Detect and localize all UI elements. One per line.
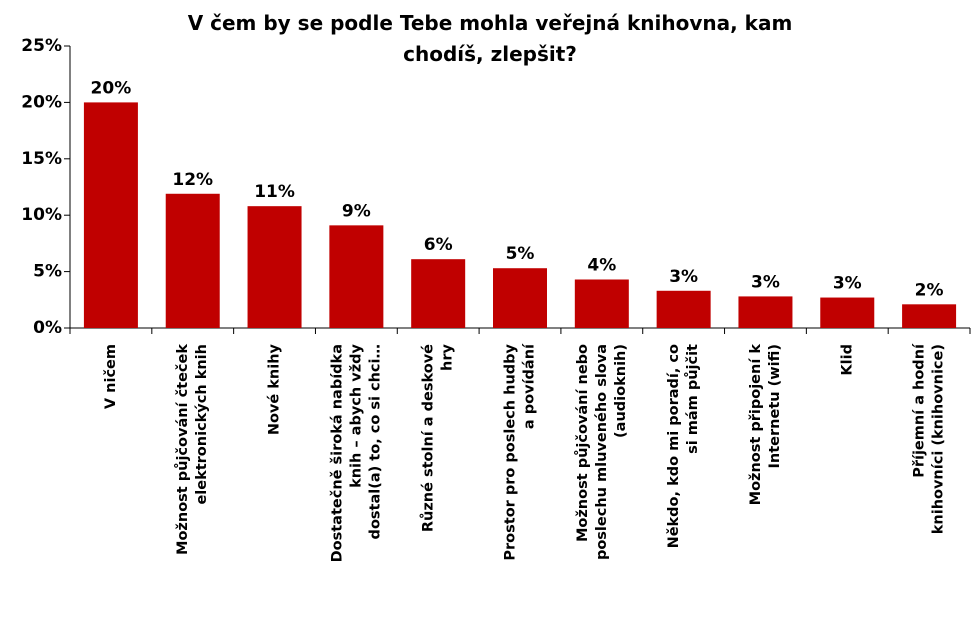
y-tick-label: 25% [21,36,62,56]
value-label: 3% [751,272,780,292]
bar [820,297,875,328]
x-tick-label: Možnost půjčování čteček [174,344,191,555]
y-tick-label: 5% [33,262,62,282]
x-tick-label: Nové knihy [267,343,283,435]
x-tick-label: Prostor pro poslech hudby [503,343,519,560]
bar [329,225,384,328]
x-tick-label: knihovníci (knihovnice) [931,344,947,534]
bar [902,304,957,328]
x-tick-label: Internetu (wifi) [767,344,783,468]
value-label: 4% [587,255,616,275]
y-tick-label: 20% [21,92,62,112]
x-tick-label: hry [440,343,456,370]
bar [656,290,711,328]
x-tick-label: dostal(a) to, co si chci… [367,344,383,539]
x-tick-label: (audioknih) [613,344,629,438]
value-label: 9% [342,201,371,221]
bar [165,193,220,328]
x-tick-label: Možnost půjčování nebo [574,344,591,542]
bar [247,206,302,328]
x-tick-label: poslechu mluveného slova [594,344,610,560]
chart-title: chodíš, zlepšit? [403,42,577,66]
value-label: 11% [254,182,295,202]
x-tick-label: Dostatečně široká nabídka [329,344,345,562]
x-tick-label: Klid [839,344,855,376]
x-tick-label: Různé stolní a deskové [420,344,437,532]
x-tick-label: Příjemní a hodní [912,343,928,478]
value-label: 5% [506,244,535,264]
bar [493,268,547,328]
bar [738,296,793,328]
bar [574,279,629,328]
bar [83,102,138,329]
x-tick-label: elektronických knih [194,344,210,505]
x-tick-label: knih – abych vždy [348,343,364,487]
bar [411,259,466,328]
y-tick-label: 0% [33,318,62,338]
value-label: 3% [669,267,698,287]
y-tick-label: 10% [21,205,62,225]
value-label: 12% [172,170,213,190]
value-label: 20% [91,78,132,98]
x-tick-label: a povídání [522,343,538,429]
x-tick-label: V ničem [103,344,119,409]
x-tick-label: si mám půjčit [684,344,701,454]
value-label: 6% [424,235,453,255]
chart-title: V čem by se podle Tebe mohla veřejná kni… [188,11,793,35]
x-tick-label: Možnost připojení k [748,344,764,506]
y-tick-label: 15% [21,149,62,169]
value-label: 3% [833,274,862,294]
value-label: 2% [915,280,944,300]
x-tick-label: Někdo, kdo mi poradí, co [666,344,682,548]
